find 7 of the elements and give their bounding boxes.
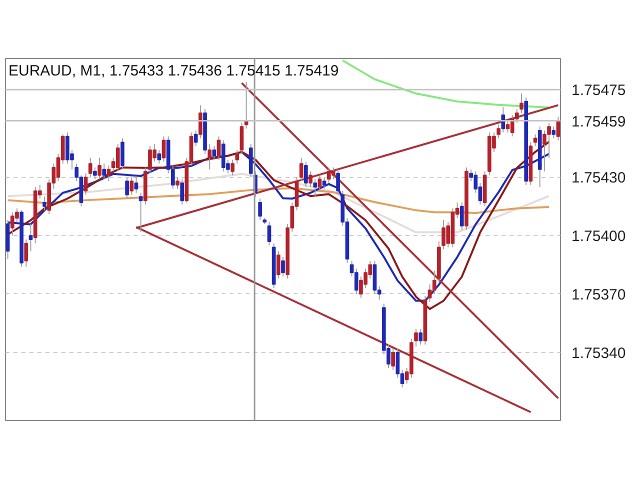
ref-line-label: 1.75475 <box>572 82 626 100</box>
y-tick-label: 1.75340 <box>572 344 626 362</box>
y-tick-label: 1.75370 <box>572 286 626 304</box>
chart-title: EURAUD, M1, 1.75433 1.75436 1.75415 1.75419 <box>8 62 339 80</box>
y-tick-label: 1.75400 <box>572 228 626 246</box>
y-tick-label: 1.75430 <box>572 170 626 187</box>
ref-line-label: 1.75459 <box>572 113 626 130</box>
